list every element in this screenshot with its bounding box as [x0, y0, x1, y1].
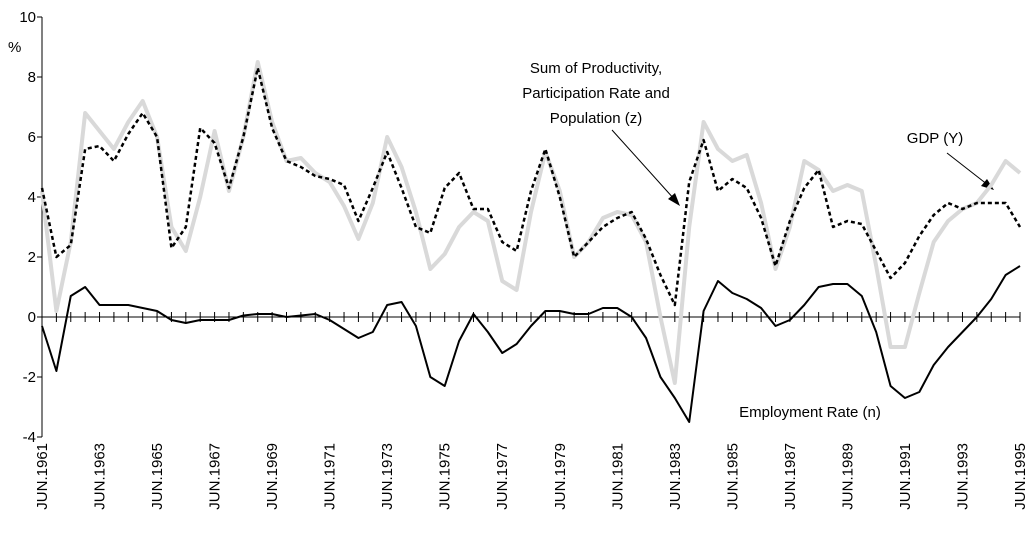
- x-tick-label: JUN.1969: [264, 443, 281, 510]
- x-tick-label: JUN.1983: [667, 443, 684, 510]
- x-tick-label: JUN.1987: [782, 443, 799, 510]
- x-tick-label: JUN.1975: [437, 443, 454, 510]
- y-tick-label: 6: [28, 129, 36, 146]
- y-tick-label: 2: [28, 249, 36, 266]
- x-tick-label: JUN.1977: [494, 443, 511, 510]
- x-tick-label: JUN.1991: [897, 443, 914, 510]
- x-tick-label: JUN.1995: [1012, 443, 1029, 510]
- series-line: [41, 265, 1021, 423]
- x-tick-label: JUN.1985: [724, 443, 741, 510]
- y-tick-label: -4: [23, 429, 36, 446]
- series-line: [40, 60, 1022, 385]
- x-tick-label: JUN.1965: [149, 443, 166, 510]
- annotation: Participation Rate and: [522, 85, 670, 102]
- x-tick-label: JUN.1973: [379, 443, 396, 510]
- x-tick-label: JUN.1961: [34, 443, 51, 510]
- x-tick-label: JUN.1963: [92, 443, 109, 510]
- x-tick-label: JUN.1993: [954, 443, 971, 510]
- series-label: GDP (Y): [907, 130, 963, 147]
- annotation: Sum of Productivity,: [530, 60, 662, 77]
- x-tick-label: JUN.1981: [609, 443, 626, 510]
- y-tick-label: 10: [19, 9, 36, 26]
- x-tick-label: JUN.1967: [207, 443, 224, 510]
- y-tick-label: 0: [28, 309, 36, 326]
- y-tick-label: -2: [23, 369, 36, 386]
- series-label: Employment Rate (n): [739, 404, 881, 421]
- arrow-head: [668, 193, 680, 206]
- x-tick-label: JUN.1989: [839, 443, 856, 510]
- x-tick-label: JUN.1971: [322, 443, 339, 510]
- y-tick-label: 8: [28, 69, 36, 86]
- y-axis-label: %: [8, 39, 21, 56]
- annotation: Population (z): [550, 110, 643, 127]
- annotation-arrow: [611, 129, 676, 201]
- x-tick-label: JUN.1979: [552, 443, 569, 510]
- series-line: [40, 66, 1022, 307]
- annotation-arrow: [946, 152, 989, 186]
- y-tick-label: 4: [28, 189, 36, 206]
